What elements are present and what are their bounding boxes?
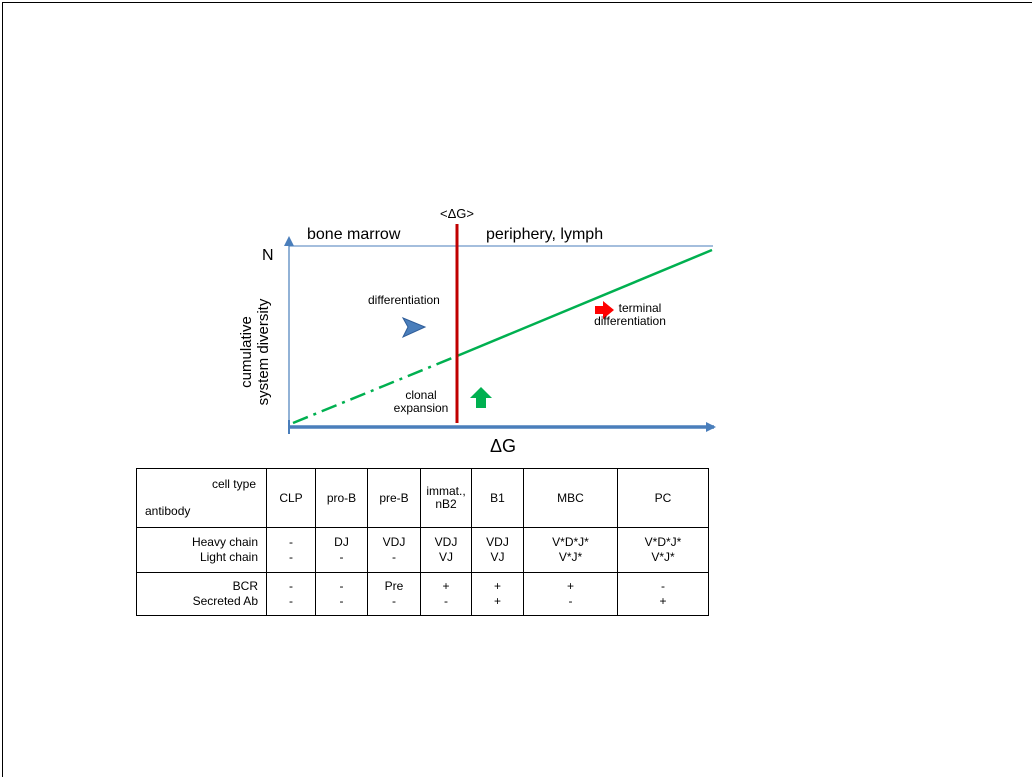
chain-cell-clp: --	[266, 527, 316, 573]
ab-cell-pre-b: Pre -	[367, 572, 421, 616]
bcr-value: -	[339, 579, 344, 593]
growth-line-dashed	[292, 354, 458, 425]
chain-labels-cell: Heavy chain Light chain	[136, 527, 267, 573]
x-axis-label: ΔG	[489, 436, 517, 456]
table-row-antibody: BCR Secreted Ab -- -- Pre - + - + + + - - +	[136, 572, 709, 616]
cell-type-table: cell type antibody CLP pro-B pre-B immat…	[136, 468, 709, 616]
heavy-chain-label: Heavy chain	[191, 535, 258, 549]
clonal-label-line1: clonal	[405, 388, 437, 402]
ab-cell-pc: - +	[617, 572, 709, 616]
light-chain-value: VJ	[438, 550, 453, 564]
light-chain-value: VJ	[490, 550, 505, 564]
column-header-mbc: MBC	[523, 468, 618, 528]
secreted-ab-value: -	[392, 594, 396, 608]
secreted-ab-value: -	[568, 594, 573, 608]
heavy-chain-value: VDJ	[382, 535, 406, 549]
terminal-differentiation-arrow-icon	[595, 301, 614, 319]
ab-cell-clp: --	[266, 572, 316, 616]
chain-cell-mbc: V*D*J* V*J*	[523, 527, 618, 573]
y-axis-max-label: N	[262, 247, 274, 264]
ab-cell-mbc: + -	[523, 572, 618, 616]
bcr-label: BCR	[232, 579, 258, 593]
threshold-label: <ΔG>	[440, 206, 474, 221]
header-cell-type: cell type	[211, 477, 256, 491]
light-chain-label: Light chain	[199, 550, 258, 564]
light-chain-value: V*J*	[558, 550, 583, 564]
column-header-pro-b: pro-B	[315, 468, 368, 528]
table-row-chains: Heavy chain Light chain -- DJ - VDJ - VDJ V…	[136, 527, 709, 573]
column-header-pc: PC	[617, 468, 709, 528]
column-header-b1: B1	[471, 468, 524, 528]
bcr-value: -	[289, 579, 293, 593]
y-axis-label-line1: cumulative	[237, 316, 255, 388]
heavy-chain-value: VDJ	[434, 535, 458, 549]
column-header-pre-b: pre-B	[367, 468, 421, 528]
terminal-label: terminal differentiation	[594, 301, 666, 329]
light-chain-value: V*J*	[651, 550, 675, 564]
chain-cell-b1: VDJ VJ	[471, 527, 524, 573]
table-header-row: cell type antibody CLP pro-B pre-B immat…	[136, 468, 709, 528]
column-header-immat: immat., nB2	[420, 468, 472, 528]
header-antibody: antibody	[145, 504, 191, 518]
ab-cell-immat: + -	[420, 572, 472, 616]
light-chain-value: -	[289, 550, 293, 564]
bcr-value: Pre	[384, 579, 404, 593]
bcr-value: +	[493, 579, 501, 593]
chain-cell-pc: V*D*J* V*J*	[617, 527, 709, 573]
clonal-expansion-arrow-icon	[470, 387, 492, 408]
clonal-label-line2: expansion	[393, 401, 449, 416]
region-right-label: periphery, lymph	[486, 226, 604, 243]
chain-cell-pro-b: DJ -	[315, 527, 368, 573]
region-left-label: bone marrow	[307, 226, 401, 243]
antibody-labels-cell: BCR Secreted Ab	[136, 572, 267, 616]
chain-cell-pre-b: VDJ -	[367, 527, 421, 573]
y-axis-label: cumulative system diversity	[238, 299, 273, 406]
light-chain-value: -	[392, 550, 396, 564]
bcr-value: +	[442, 579, 450, 593]
terminal-label-line1: terminal	[618, 301, 662, 315]
light-chain-value: -	[339, 550, 344, 564]
growth-line-solid	[456, 248, 713, 358]
secreted-ab-label: Secreted Ab	[192, 594, 258, 608]
differentiation-arrow-icon	[401, 316, 427, 339]
heavy-chain-value: V*D*J*	[644, 535, 682, 549]
ab-cell-b1: + +	[471, 572, 524, 616]
clonal-label: clonal expansion	[393, 388, 449, 416]
column-header-clp: CLP	[266, 468, 316, 528]
secreted-ab-value: -	[339, 594, 344, 608]
chain-cell-immat: VDJ VJ	[420, 527, 472, 573]
secreted-ab-value: -	[289, 594, 293, 608]
differentiation-label: differentiation	[366, 293, 442, 308]
header-corner-cell: cell type antibody	[136, 468, 267, 528]
y-axis-label-line2: system diversity	[255, 298, 272, 406]
heavy-chain-value: DJ	[334, 535, 349, 549]
bcr-value: +	[566, 579, 574, 593]
secreted-ab-value: -	[444, 594, 448, 608]
heavy-chain-value: V*D*J*	[552, 535, 589, 549]
ab-cell-pro-b: --	[315, 572, 368, 616]
terminal-label-line2: differentiation	[594, 314, 666, 329]
heavy-chain-value: -	[289, 535, 293, 549]
secreted-ab-value: +	[659, 594, 667, 608]
heavy-chain-value: VDJ	[486, 535, 509, 549]
secreted-ab-value: +	[493, 594, 501, 608]
bcr-value: -	[661, 579, 665, 593]
